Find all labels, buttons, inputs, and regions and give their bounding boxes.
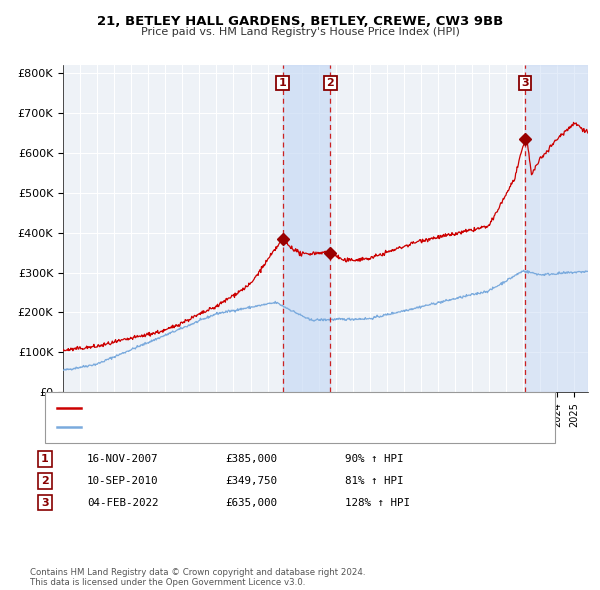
- Text: 16-NOV-2007: 16-NOV-2007: [87, 454, 158, 464]
- Text: 3: 3: [41, 498, 49, 507]
- Text: 2: 2: [41, 476, 49, 486]
- Text: 21, BETLEY HALL GARDENS, BETLEY, CREWE, CW3 9BB (detached house): 21, BETLEY HALL GARDENS, BETLEY, CREWE, …: [87, 403, 453, 412]
- Text: Contains HM Land Registry data © Crown copyright and database right 2024.
This d: Contains HM Land Registry data © Crown c…: [30, 568, 365, 587]
- Text: £635,000: £635,000: [225, 498, 277, 507]
- Text: £385,000: £385,000: [225, 454, 277, 464]
- Text: HPI: Average price, detached house, Newcastle-under-Lyme: HPI: Average price, detached house, Newc…: [87, 422, 385, 432]
- Text: 04-FEB-2022: 04-FEB-2022: [87, 498, 158, 507]
- Text: 81% ↑ HPI: 81% ↑ HPI: [345, 476, 404, 486]
- Text: 128% ↑ HPI: 128% ↑ HPI: [345, 498, 410, 507]
- Text: 1: 1: [278, 78, 286, 88]
- Bar: [525, 65, 588, 392]
- Bar: [283, 65, 331, 392]
- Text: 90% ↑ HPI: 90% ↑ HPI: [345, 454, 404, 464]
- Text: £349,750: £349,750: [225, 476, 277, 486]
- Text: 10-SEP-2010: 10-SEP-2010: [87, 476, 158, 486]
- Text: 21, BETLEY HALL GARDENS, BETLEY, CREWE, CW3 9BB: 21, BETLEY HALL GARDENS, BETLEY, CREWE, …: [97, 15, 503, 28]
- Text: 2: 2: [326, 78, 334, 88]
- Text: 1: 1: [41, 454, 49, 464]
- Text: Price paid vs. HM Land Registry's House Price Index (HPI): Price paid vs. HM Land Registry's House …: [140, 27, 460, 37]
- Text: 3: 3: [521, 78, 529, 88]
